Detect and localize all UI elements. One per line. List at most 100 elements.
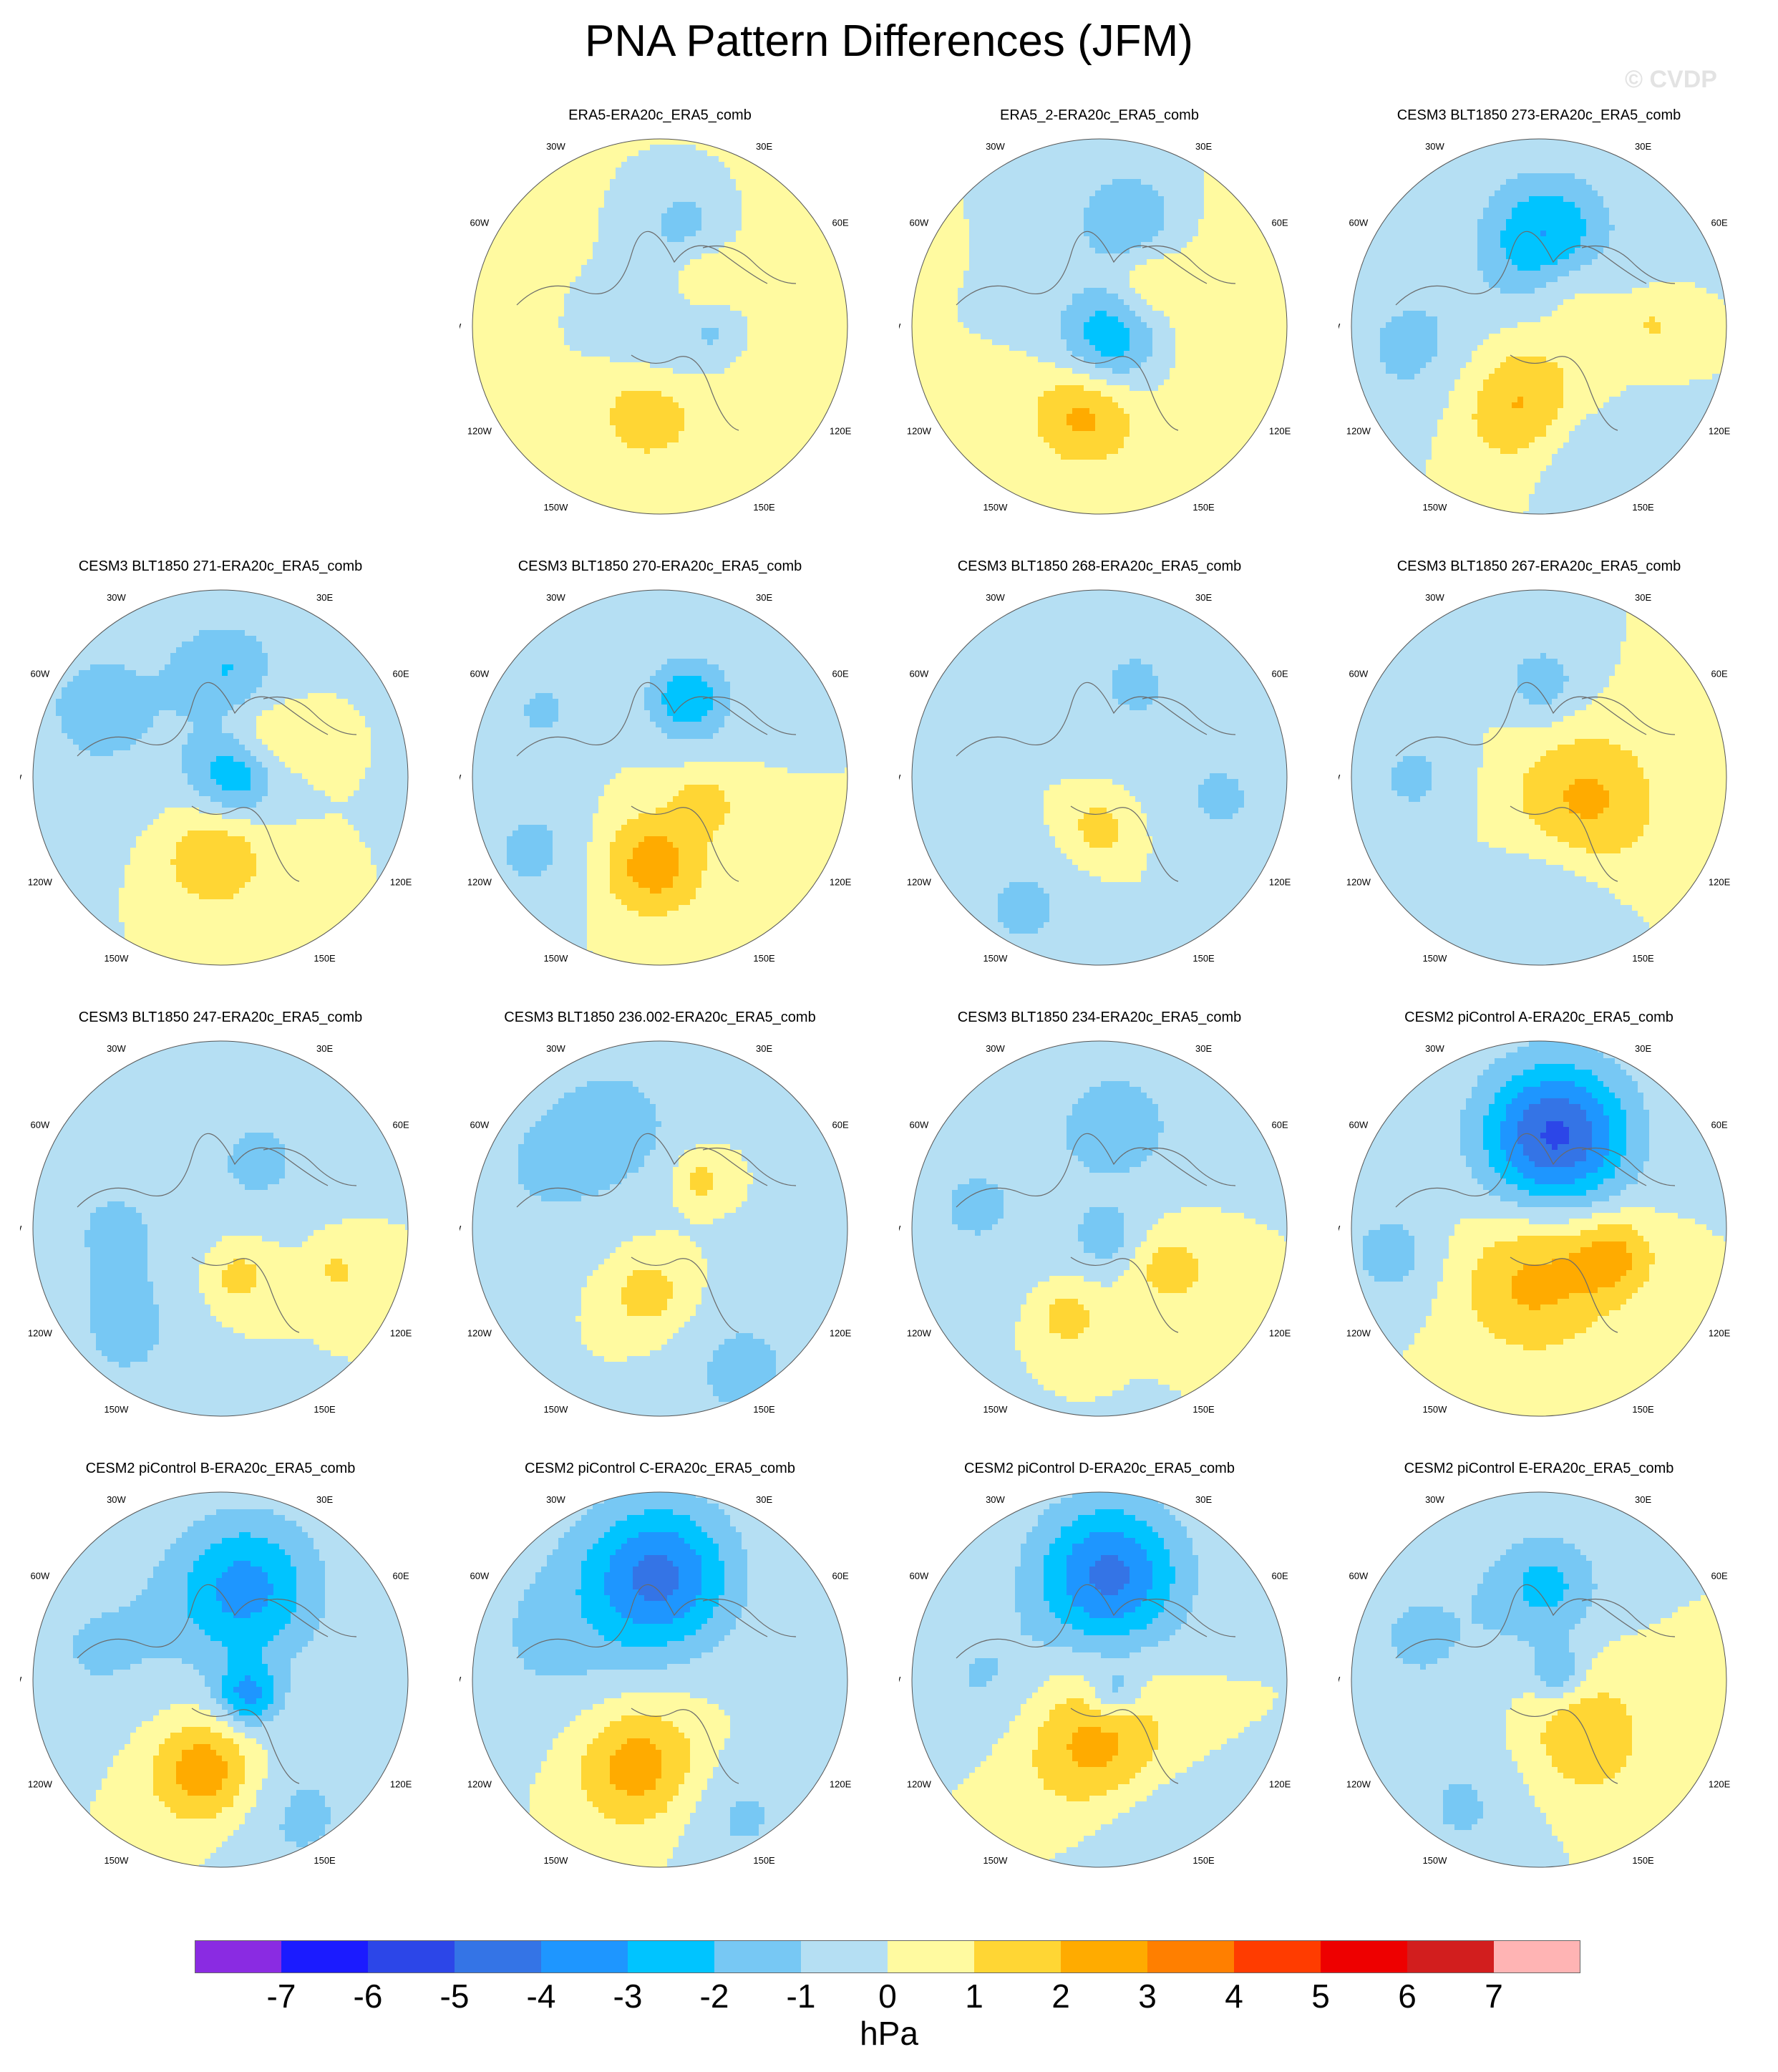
field-cell	[1078, 202, 1084, 208]
field-cell	[690, 379, 696, 386]
field-cell	[656, 345, 662, 352]
field-cell	[707, 431, 714, 437]
field-cell	[1141, 213, 1147, 220]
field-cell	[598, 179, 605, 185]
field-cell	[644, 225, 651, 231]
field-cell	[701, 202, 708, 208]
field-cell	[616, 156, 622, 163]
field-cell	[1084, 213, 1090, 220]
field-cell	[1255, 282, 1262, 289]
field-cell	[593, 185, 599, 191]
field-cell	[610, 259, 616, 266]
field-cell	[793, 402, 800, 409]
field-cell	[1112, 248, 1119, 254]
field-cell	[558, 345, 565, 352]
field-cell	[805, 311, 811, 317]
field-cell	[644, 500, 651, 506]
field-cell	[661, 448, 668, 455]
field-cell	[1026, 213, 1033, 220]
field-cell	[673, 402, 679, 409]
field-cell	[627, 368, 633, 374]
field-cell	[1227, 248, 1233, 254]
field-cell	[661, 414, 668, 420]
field-cell	[707, 368, 714, 374]
field-cell	[1198, 242, 1205, 248]
field-cell	[656, 294, 662, 300]
field-cell	[558, 328, 565, 334]
field-cell	[1095, 202, 1102, 208]
field-cell	[747, 168, 754, 174]
field-cell	[627, 242, 633, 248]
field-cell	[719, 219, 725, 226]
field-cell	[598, 276, 605, 283]
field-cell	[547, 322, 553, 329]
field-cell	[1238, 208, 1245, 214]
field-cell	[650, 299, 656, 306]
field-cell	[490, 379, 496, 386]
field-cell	[998, 236, 1004, 243]
field-cell	[650, 465, 656, 472]
field-cell	[827, 397, 834, 403]
field-cell	[638, 374, 645, 380]
field-cell	[782, 339, 788, 346]
field-cell	[782, 236, 788, 243]
field-cell	[719, 311, 725, 317]
field-cell	[992, 173, 999, 180]
field-cell	[827, 328, 834, 334]
field-cell	[661, 196, 668, 203]
field-cell	[661, 339, 668, 346]
field-cell	[1049, 219, 1056, 226]
field-cell	[524, 328, 530, 334]
field-cell	[541, 248, 548, 254]
field-cell	[621, 305, 628, 311]
field-cell	[719, 208, 725, 214]
field-cell	[799, 259, 805, 266]
field-cell	[507, 339, 513, 346]
field-cell	[1221, 236, 1228, 243]
field-cell	[547, 282, 553, 289]
field-cell	[587, 339, 593, 346]
field-cell	[1164, 173, 1170, 180]
field-cell	[1107, 139, 1113, 145]
field-cell	[782, 294, 788, 300]
field-cell	[558, 242, 565, 248]
field-cell	[1009, 265, 1016, 271]
field-cell	[696, 465, 702, 472]
field-cell	[633, 231, 639, 237]
field-cell	[501, 288, 507, 294]
field-cell	[1009, 202, 1016, 208]
field-cell	[581, 242, 588, 248]
field-cell	[638, 488, 645, 495]
field-cell	[547, 259, 553, 266]
field-cell	[833, 374, 840, 380]
field-cell	[575, 202, 582, 208]
field-cell	[633, 385, 639, 392]
field-cell	[719, 420, 725, 426]
field-cell	[805, 362, 811, 369]
field-cell	[719, 465, 725, 472]
field-cell	[839, 322, 845, 329]
field-cell	[575, 437, 582, 443]
field-cell	[547, 408, 553, 415]
lon-label: 150E	[753, 502, 775, 513]
field-cell	[963, 288, 970, 294]
field-cell	[1152, 179, 1159, 185]
field-cell	[478, 294, 485, 300]
field-cell	[661, 374, 668, 380]
field-cell	[1244, 248, 1250, 254]
field-cell	[764, 322, 771, 329]
field-cell	[1141, 168, 1147, 174]
field-cell	[753, 299, 759, 306]
field-cell	[805, 328, 811, 334]
field-cell	[575, 322, 582, 329]
field-cell	[1032, 185, 1039, 191]
field-cell	[667, 488, 674, 495]
field-cell	[644, 414, 651, 420]
field-cell	[923, 259, 930, 266]
field-cell	[656, 328, 662, 334]
field-cell	[764, 385, 771, 392]
field-cell	[787, 213, 794, 220]
field-cell	[661, 460, 668, 466]
field-cell	[1152, 253, 1159, 260]
field-cell	[730, 242, 737, 248]
